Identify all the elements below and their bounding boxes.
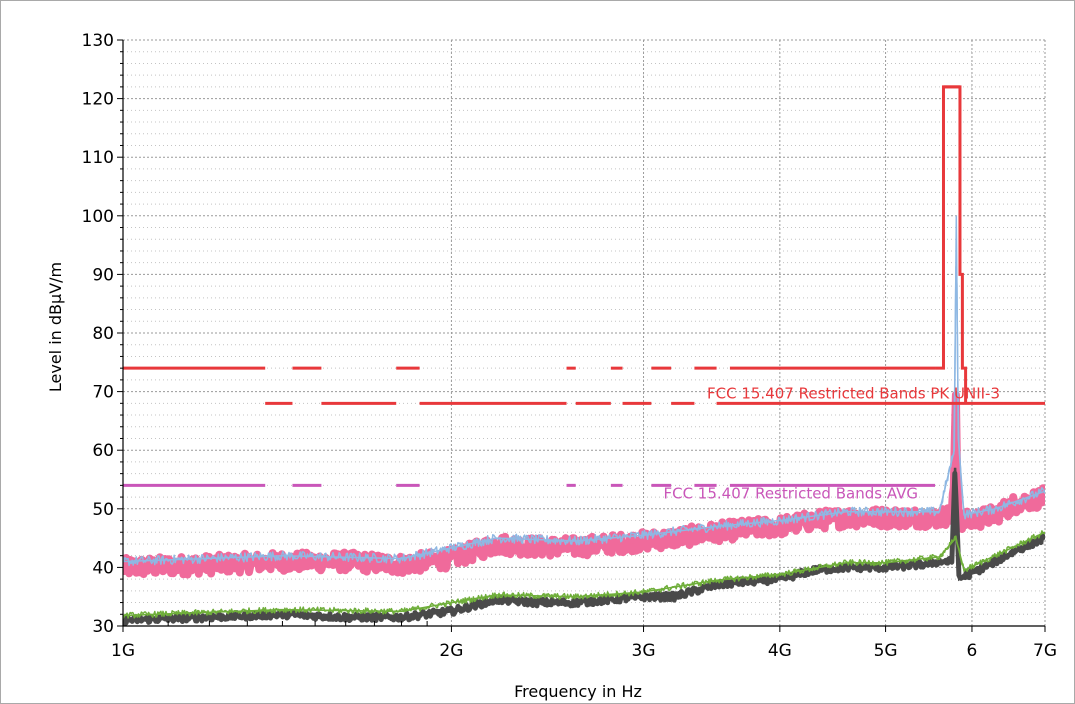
x-tick-label: 6 <box>967 641 978 661</box>
trace-peak-line <box>123 391 1045 569</box>
y-tick-label: 100 <box>82 207 114 227</box>
y-tick-label: 40 <box>92 558 114 578</box>
y-tick-label: 60 <box>92 441 114 461</box>
unii3-band-edge <box>935 85 968 404</box>
trace-peak-line <box>123 215 1045 563</box>
y-tick-label: 130 <box>82 31 114 51</box>
limit-label: FCC 15.407 Restricted Bands PK UNII-3 <box>707 384 1000 402</box>
plot-area: FCC 15.407 Restricted Bands PK UNII-3 FCC… <box>123 85 1045 626</box>
y-tick-label: 120 <box>82 90 114 110</box>
x-tick-label: 3G <box>632 641 656 661</box>
x-tick-label: 7G <box>1033 641 1057 661</box>
y-tick-label: 90 <box>92 265 114 285</box>
y-tick-label: 50 <box>92 500 114 520</box>
trace-peak-line <box>123 531 1045 617</box>
labels: Frequency in Hz Level in dBµV/m <box>46 262 642 701</box>
y-axis-title: Level in dBµV/m <box>46 262 65 392</box>
y-tick-label: 70 <box>92 383 114 403</box>
trace-line <box>123 470 1045 626</box>
axes: 30 40 50 60 70 80 90 100 110 120 130 1G 2G 3G 4G 5G 6 7G <box>82 31 1057 661</box>
y-tick-label: 80 <box>92 324 114 344</box>
limit-label: FCC 15.407 Restricted Bands AVG <box>663 484 918 502</box>
y-tick-label: 30 <box>92 617 114 637</box>
x-axis-title: Frequency in Hz <box>514 682 642 701</box>
x-tick-label: 1G <box>111 641 135 661</box>
x-tick-label: 4G <box>768 641 792 661</box>
y-tick-label: 110 <box>82 148 114 168</box>
trace-peak-line <box>123 467 1045 622</box>
x-tick-label: 5G <box>874 641 898 661</box>
x-tick-label: 2G <box>439 641 463 661</box>
